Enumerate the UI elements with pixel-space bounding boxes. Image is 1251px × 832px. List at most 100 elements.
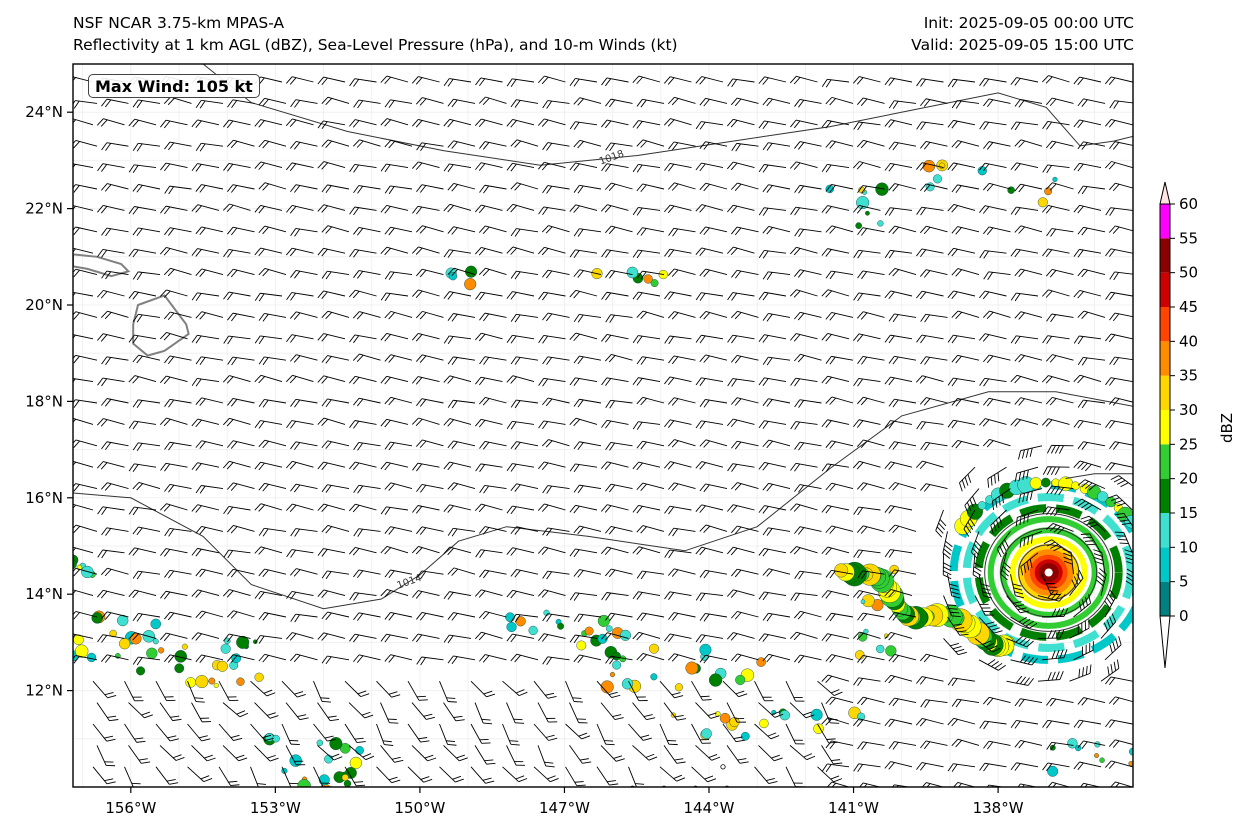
wind-barb [935,509,947,538]
wind-barb [317,247,346,257]
wind-barb [542,185,570,194]
wind-barb [1073,204,1102,214]
wind-barb [411,76,440,85]
wind-barb [73,377,94,387]
reflectivity-cell [865,210,870,216]
wind-barb [1010,162,1039,171]
reflectivity-cell [1007,186,1015,194]
wind-barb [416,656,444,666]
wind-barb [1073,460,1102,472]
wind-barb [533,680,557,699]
hurricane-eye [1044,568,1053,577]
wind-barb [321,355,350,364]
wind-barb [1010,206,1039,216]
wind-barb [353,441,381,451]
wind-barb [101,398,129,407]
wind-barb [789,289,818,298]
wind-barb [542,356,570,365]
wind-barb [663,461,692,470]
wind-barb [636,310,665,320]
eyewall-band [999,527,1098,618]
wind-barb [73,204,94,214]
wind-barb [1105,676,1133,686]
wind-barb [695,546,724,556]
wind-barb [915,460,944,470]
wind-barb [416,184,444,193]
wind-barb [159,745,185,761]
wind-barb [667,311,696,320]
wind-barb [187,723,211,742]
wind-barb [754,680,774,702]
wind-barb [825,696,854,706]
wind-barb [96,745,116,767]
wind-barb [318,784,338,810]
wind-barb [286,162,314,171]
wind-barb [884,718,913,728]
reflectivity-cell [685,661,699,675]
wind-barb [730,397,759,406]
wind-barb [632,461,661,471]
wind-barb [632,164,661,173]
wind-barb [668,612,696,621]
wind-barb [947,290,976,300]
wind-barb [474,745,496,765]
wind-barb [384,226,413,236]
wind-barb [758,633,787,642]
wind-barb [384,612,413,621]
wind-barb [1046,697,1074,707]
reflectivity-cell [576,640,587,651]
wind-barb [128,632,157,641]
reflectivity-cell [174,650,187,663]
wind-barb [789,631,818,641]
wind-barb [254,292,283,302]
wind-barb [348,745,375,761]
colorbar: 0 5 10 15 20 25 30 35 40 45 50 55 60 dBZ [1159,181,1236,669]
reflectivity-cell [157,647,165,654]
wind-barb [920,140,948,150]
wind-barb [573,228,602,237]
wind-barb [1042,466,1070,476]
wind-barb [254,374,283,384]
wind-barb [155,680,176,702]
wind-barb [254,247,283,257]
wind-barb [605,483,633,493]
wind-barb [825,612,854,622]
wind-barb [573,525,602,535]
wind-barb [825,140,854,149]
wind-barb [699,399,728,408]
wind-barb [1104,760,1133,769]
wind-barb [916,334,944,344]
wind-barb [132,442,161,451]
wind-barb [542,312,570,322]
wind-barb [565,766,586,787]
wind-barb [290,398,318,408]
wind-barb [164,141,192,151]
wind-barb [825,440,854,449]
wind-barb [407,766,433,783]
wind-barb [856,439,885,449]
wind-barb [97,163,125,172]
wind-barb [510,99,539,108]
wind-barb [97,249,125,258]
wind-barb [195,485,224,494]
wind-barb [979,162,1007,172]
wind-barb [317,161,346,170]
wind-barb [443,163,472,173]
wind-barb [128,291,157,300]
colorbar-tick-label: 25 [1179,435,1198,453]
wind-barb [348,375,377,385]
wind-barb [1105,76,1133,86]
wind-barb [1045,781,1074,787]
wind-barb [920,356,948,365]
wind-barb [101,270,129,280]
wind-barb [663,118,692,127]
wind-barb [636,356,665,365]
wind-barb [538,633,566,642]
lat-tick-label: 24°N [25,103,63,121]
wind-barb [506,291,535,300]
wind-barb [223,291,251,301]
wind-barb [506,246,535,255]
wind-barb [758,420,787,429]
wind-barb [727,463,755,472]
wind-barb [1010,418,1039,427]
